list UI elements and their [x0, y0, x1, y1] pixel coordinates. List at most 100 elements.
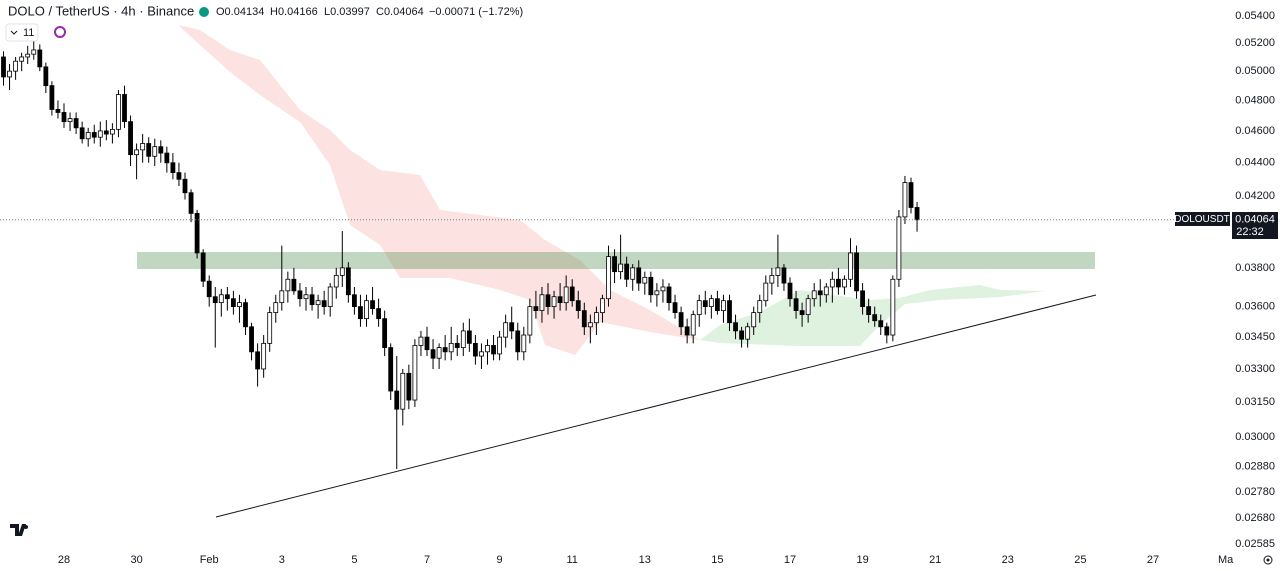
y-tick-label: 0.02880 [1235, 460, 1275, 472]
candle-body [224, 294, 230, 300]
y-tick-label: 0.03600 [1235, 301, 1275, 313]
y-tick-label: 0.04600 [1235, 125, 1275, 137]
y-tick-label: 0.02585 [1235, 538, 1275, 550]
candle-body [261, 342, 267, 370]
candle-body [848, 252, 853, 280]
candle-body [557, 296, 563, 304]
indicator-toggle[interactable] [5, 23, 39, 42]
candle-body [630, 267, 636, 280]
candle-body [424, 336, 430, 351]
candle-body [690, 314, 696, 336]
candle-body [309, 294, 315, 306]
candle-body [436, 347, 442, 359]
x-tick-label: Ma [1218, 554, 1234, 566]
x-tick-label: 5 [351, 554, 357, 566]
plot: 0.05400 0.05200 0.05000 0.04800 0.04600 0.044… [0, 10, 1275, 566]
candle-body [618, 263, 623, 273]
candle-body [775, 267, 781, 276]
candle-body [7, 70, 12, 78]
candle-body [823, 286, 829, 296]
symbol-tag-box [1175, 212, 1230, 226]
candle-body [696, 300, 702, 316]
countdown: 22:32 [1236, 226, 1264, 238]
header: DOLO / TetherUS · 4h · Binance O0.04134 … [5, 3, 523, 42]
candle-body [267, 312, 273, 344]
candle-body [67, 118, 73, 123]
y-tick-label: 0.03000 [1235, 431, 1275, 443]
candle-body [364, 300, 369, 320]
candle-body [122, 94, 127, 123]
candle-body [727, 300, 732, 324]
y-tick-label: 0.04200 [1235, 190, 1275, 202]
candle-body [545, 294, 551, 308]
x-tick-label: 3 [279, 554, 285, 566]
candle-body [842, 278, 847, 288]
candle-body [551, 296, 557, 308]
candle-body [194, 212, 200, 254]
candle-body [733, 322, 738, 332]
candle-body [787, 282, 793, 300]
candle-body [297, 290, 303, 300]
candle-body [31, 49, 37, 55]
candle-body [896, 216, 902, 280]
candle-body [642, 276, 648, 284]
candle-body [255, 351, 261, 370]
candle-body [43, 66, 49, 87]
x-tick-label: 21 [929, 554, 941, 566]
candle-body [878, 320, 884, 328]
candle-body [914, 207, 920, 221]
candle-body [146, 143, 152, 157]
x-tick-label: 15 [711, 554, 723, 566]
status-dot [199, 7, 209, 17]
candle-body [539, 294, 545, 312]
candle-body [351, 294, 357, 308]
y-tick-label: 0.03150 [1235, 396, 1275, 408]
candle-body [1, 56, 6, 78]
candle-body [448, 342, 454, 353]
candle-body [466, 330, 472, 344]
candle-body [666, 286, 672, 304]
y-tick-label: 0.04800 [1235, 94, 1275, 106]
candle-body [388, 347, 394, 392]
ohlc-low: L0.03997 [324, 6, 370, 18]
candle-body [472, 342, 478, 357]
y-tick-label: 0.05400 [1235, 10, 1275, 22]
candle-body [781, 267, 787, 284]
candle-body [648, 276, 654, 296]
candle-body [811, 290, 817, 300]
candle-body [763, 282, 769, 302]
candle-body [702, 300, 708, 308]
y-tick-label: 0.05200 [1235, 37, 1275, 49]
candle-body [860, 290, 865, 308]
price-tag: DOLOUSDT 0.04064 22:32 [1174, 212, 1278, 239]
candle-body [793, 298, 799, 312]
candle-body [569, 286, 575, 302]
candle-body [715, 298, 720, 312]
candle-body [218, 294, 224, 304]
candle-body [212, 296, 218, 304]
ohlc-high: H0.04166 [270, 6, 318, 18]
candle-body [515, 330, 521, 353]
symbol-tag: DOLOUSDT [1174, 214, 1230, 225]
candle-body [654, 290, 660, 296]
candle-body [97, 130, 103, 138]
cloud-bearish [178, 25, 700, 355]
settings-icon[interactable] [1263, 555, 1273, 565]
candle-body [333, 275, 339, 288]
tv-logo [10, 524, 28, 536]
candle-body [321, 300, 327, 308]
candle-body [708, 298, 714, 308]
last-price: 0.04064 [1235, 213, 1275, 225]
candle-body [103, 130, 109, 135]
candle-body [37, 49, 43, 68]
candle-body [158, 146, 164, 154]
sync-icon[interactable] [54, 26, 66, 38]
candle-body [600, 298, 605, 314]
candle-body [829, 278, 835, 288]
candle-body [400, 372, 406, 410]
candle-body [890, 278, 896, 336]
y-tick-label: 0.03300 [1235, 363, 1275, 375]
candle-body [110, 128, 115, 135]
y-tick-label: 0.03450 [1235, 331, 1275, 343]
ohlc-change: −0.00071 (−1.72%) [429, 6, 523, 18]
